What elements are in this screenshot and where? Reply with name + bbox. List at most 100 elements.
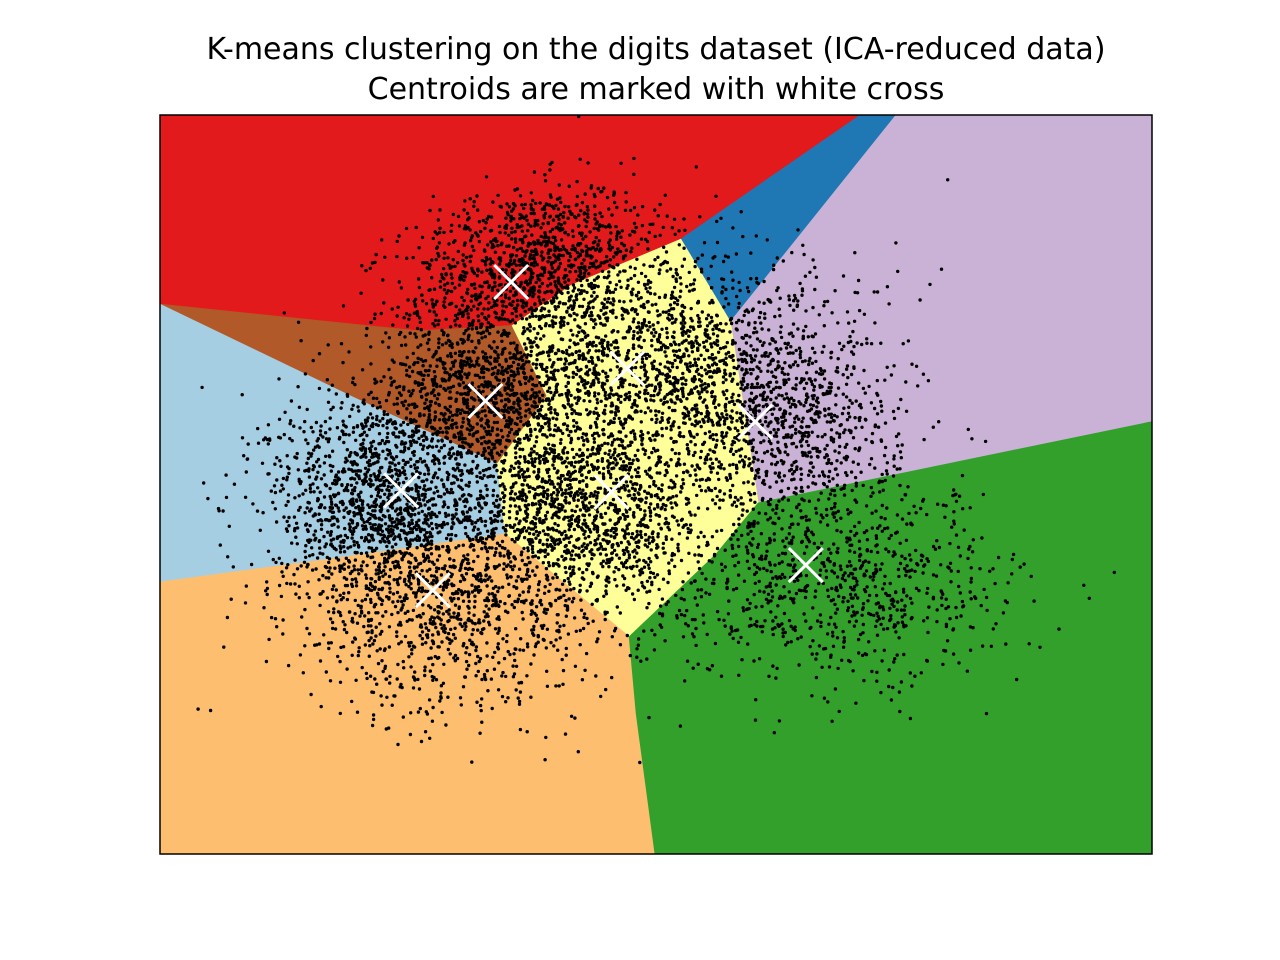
data-point <box>575 293 579 297</box>
data-point <box>715 334 720 338</box>
data-point <box>442 266 446 271</box>
data-point <box>693 450 697 455</box>
data-point <box>525 397 529 401</box>
data-point <box>488 355 493 359</box>
data-point <box>643 372 647 376</box>
data-point <box>686 328 690 333</box>
data-point <box>409 512 414 517</box>
data-point <box>580 338 585 342</box>
data-point <box>537 390 542 394</box>
data-point <box>565 456 569 460</box>
data-point <box>415 309 419 314</box>
data-point <box>475 362 479 366</box>
data-point <box>534 280 538 285</box>
data-point <box>618 420 623 424</box>
data-point <box>326 530 330 534</box>
data-point <box>537 399 542 404</box>
data-point <box>418 320 422 324</box>
data-point <box>635 312 640 316</box>
data-point <box>573 396 577 400</box>
data-point <box>340 401 344 405</box>
data-point <box>680 341 684 345</box>
data-point <box>543 173 547 177</box>
data-point <box>396 305 400 309</box>
data-point <box>350 380 355 385</box>
data-point <box>606 347 611 351</box>
data-point <box>836 370 840 374</box>
data-point <box>596 314 600 318</box>
data-point <box>398 384 402 389</box>
data-point <box>803 359 807 363</box>
data-point <box>673 401 677 405</box>
data-point <box>461 381 466 385</box>
data-point <box>468 254 472 259</box>
data-point <box>694 478 698 482</box>
data-point <box>869 485 874 490</box>
data-point <box>543 267 547 272</box>
data-point <box>578 389 582 393</box>
data-point <box>572 418 576 423</box>
data-point <box>780 479 784 483</box>
data-point <box>592 411 596 415</box>
data-point <box>646 247 650 251</box>
data-point <box>587 342 591 347</box>
data-point <box>454 397 458 401</box>
data-point <box>714 324 718 328</box>
data-point <box>761 404 765 409</box>
data-point <box>573 318 577 322</box>
data-point <box>547 354 551 358</box>
data-point <box>569 314 573 318</box>
data-point <box>556 214 560 218</box>
data-point <box>481 218 486 223</box>
data-point <box>476 451 480 455</box>
data-point <box>323 419 328 424</box>
data-point <box>600 214 604 219</box>
data-point <box>449 367 453 371</box>
data-point <box>768 516 773 520</box>
data-point <box>464 483 468 487</box>
data-point <box>774 367 778 372</box>
data-point <box>442 251 447 255</box>
data-point <box>857 381 861 385</box>
data-point <box>808 403 813 407</box>
data-point <box>364 455 368 459</box>
data-point <box>432 287 437 291</box>
data-point <box>695 341 699 345</box>
data-point <box>529 349 533 354</box>
data-point <box>440 272 444 277</box>
data-point <box>520 355 524 359</box>
data-point <box>436 439 440 443</box>
data-point <box>347 433 351 437</box>
data-point <box>705 390 709 394</box>
data-point <box>800 377 804 381</box>
data-point <box>737 318 741 322</box>
data-point <box>737 460 742 464</box>
data-point <box>341 432 346 437</box>
data-point <box>427 338 431 342</box>
data-point <box>317 445 321 449</box>
data-point <box>576 324 580 328</box>
data-point <box>709 391 714 395</box>
data-point <box>671 307 676 311</box>
data-point <box>602 408 607 412</box>
data-point <box>609 404 613 408</box>
data-point <box>648 325 652 329</box>
data-point <box>854 399 858 403</box>
data-point <box>279 464 283 468</box>
data-point <box>502 415 506 420</box>
data-point <box>614 224 618 229</box>
data-point <box>615 234 619 238</box>
data-point <box>833 289 837 293</box>
data-point <box>613 346 617 350</box>
data-point <box>498 230 502 235</box>
data-point <box>503 293 508 297</box>
data-point <box>777 385 781 390</box>
data-point <box>596 357 601 362</box>
data-point <box>606 285 610 289</box>
data-point <box>551 322 555 327</box>
data-point <box>749 467 754 471</box>
data-point <box>494 396 498 401</box>
data-point <box>757 475 761 479</box>
data-point <box>581 353 585 357</box>
data-point <box>698 215 702 219</box>
